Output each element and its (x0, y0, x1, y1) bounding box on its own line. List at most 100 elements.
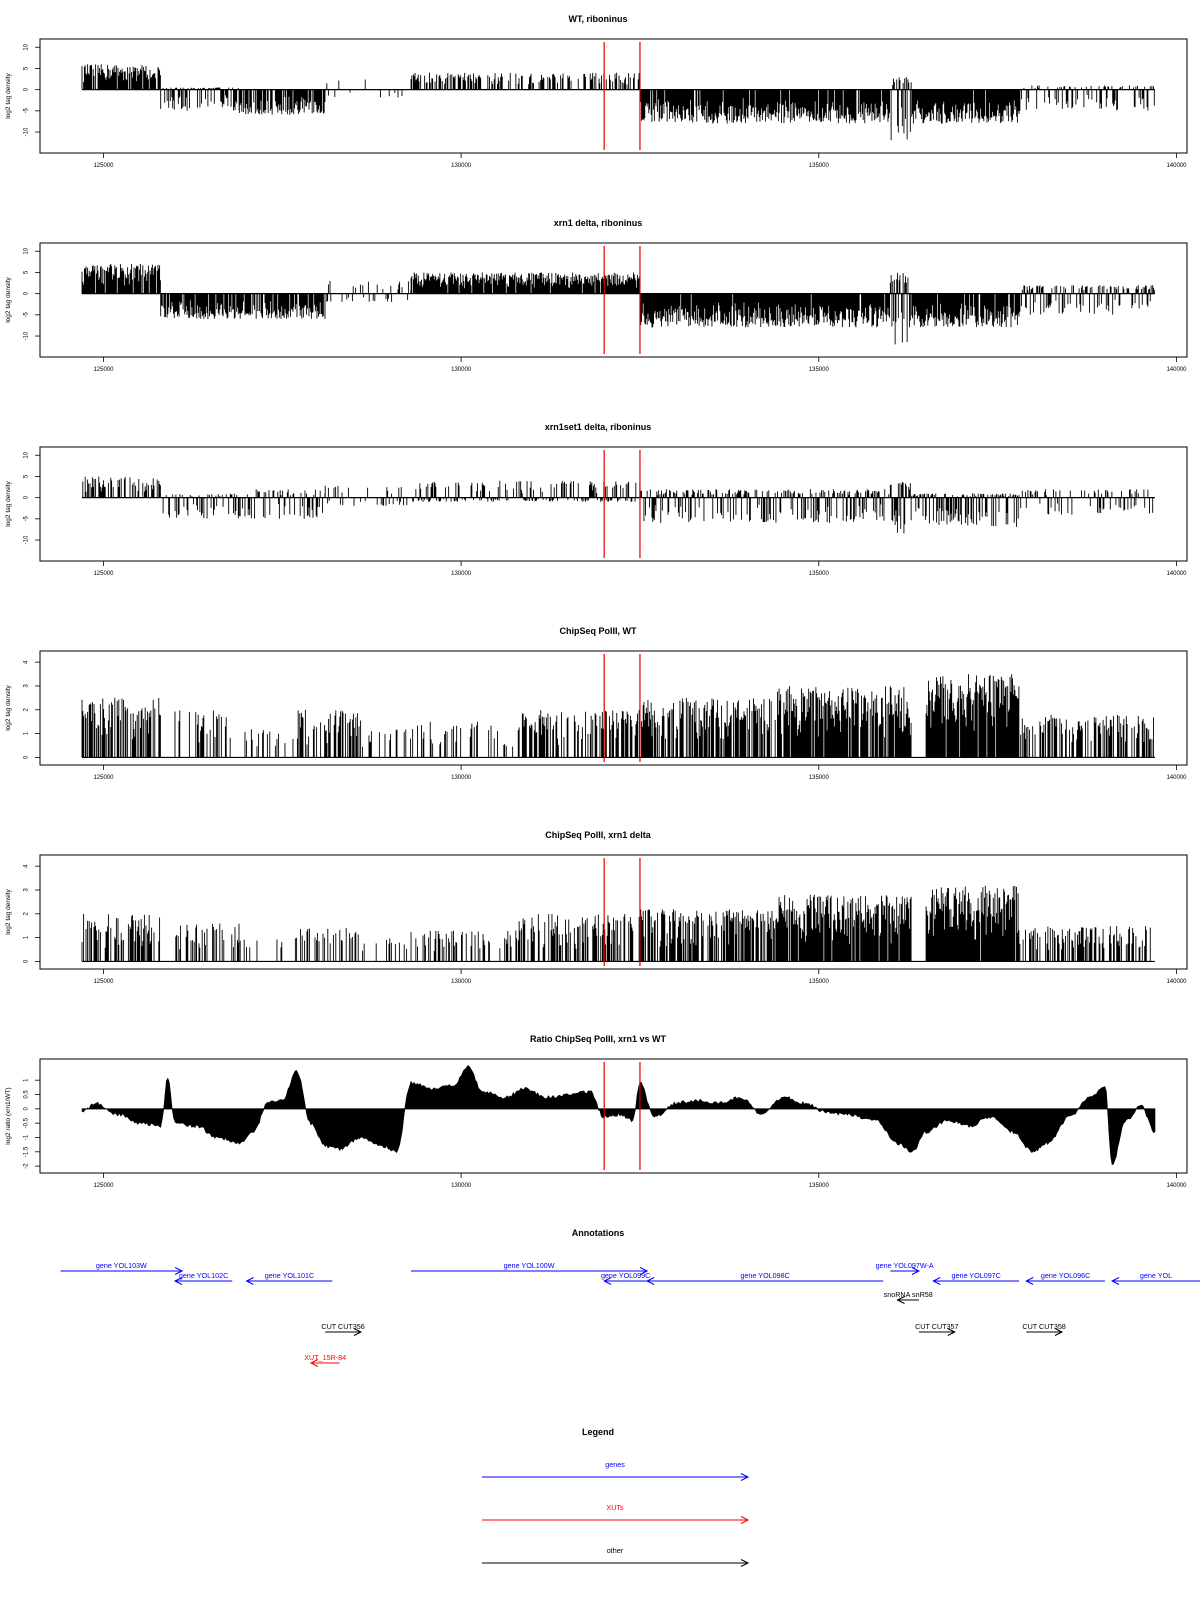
feature-arrowhead (174, 1267, 184, 1275)
y-axis-label: log2 tag density (5, 480, 12, 526)
track-title: WT, riboninus (569, 14, 628, 24)
annotation-feature: gene YOL097C (932, 1271, 1020, 1285)
plot-frame (39, 38, 1188, 154)
y-tick-label: -5 (24, 516, 30, 522)
annotations-panel: Annotations gene YOL103W gene YOL102C gene… (60, 1228, 1200, 1367)
feature-label: gene YOL097W-A (876, 1261, 934, 1270)
y-tick-label: 0 (24, 291, 30, 295)
y-axis-label: log2 ratio (xrn1/WT) (5, 1087, 12, 1144)
x-tick-label: 140000 (1166, 979, 1187, 985)
feature-label: gene YOL100W (504, 1261, 555, 1270)
feature-label: gene YOL096C (1041, 1271, 1090, 1280)
x-tick-label: 140000 (1166, 775, 1187, 781)
feature-arrowhead (896, 1296, 905, 1304)
y-tick-label: 5 (24, 270, 30, 274)
legend-arrowhead (740, 1559, 750, 1567)
x-tick-label: 125000 (93, 571, 114, 577)
signal-series (82, 476, 1155, 534)
annotation-feature: snoRNA snR58 (884, 1290, 933, 1304)
y-tick-label: 0 (24, 495, 30, 499)
y-tick-label: -1.5 (24, 1146, 30, 1157)
x-tick-label: 135000 (809, 775, 830, 781)
y-tick-label: 4 (24, 660, 30, 664)
y-tick-label: 1 (24, 1078, 30, 1082)
x-tick-label: 130000 (451, 979, 472, 985)
track-title: xrn1set1 delta, riboninus (545, 422, 652, 432)
annotation-feature: gene YOL101C (245, 1271, 333, 1285)
feature-arrowhead (173, 1277, 183, 1285)
feature-label: gene YOL103W (96, 1261, 147, 1270)
legend-panel: Legend genes XUTs other (482, 1427, 750, 1567)
x-tick-label: 130000 (451, 367, 472, 373)
y-tick-label: 3 (24, 684, 30, 688)
x-tick-label: 140000 (1166, 163, 1187, 169)
x-tick-label: 135000 (809, 979, 830, 985)
annotation-feature: gene YOL097W-A (876, 1261, 934, 1275)
annotation-feature: gene YOL103W (60, 1261, 184, 1275)
x-tick-label: 125000 (93, 163, 114, 169)
track-panel: WT, riboninus log2 tag density -10 -5 0 5 10 12… (5, 14, 1188, 169)
feature-label: gene YOL099C (601, 1271, 650, 1280)
annotation-feature: gene YOL096C (1025, 1271, 1105, 1285)
density-bars (82, 476, 1154, 534)
y-tick-label: 2 (24, 707, 30, 711)
signal-series (81, 885, 1155, 963)
legend-label: XUTs (606, 1503, 624, 1512)
feature-label: gene YOL098C (740, 1271, 789, 1280)
feature-label: gene YOL102C (179, 1271, 228, 1280)
x-tick-label: 125000 (93, 979, 114, 985)
feature-arrowhead (911, 1267, 921, 1275)
feature-arrowhead (603, 1277, 612, 1285)
annotation-feature: gene YOL102C (173, 1271, 233, 1285)
legend-item: genes (482, 1460, 750, 1481)
feature-arrowhead (1025, 1277, 1034, 1285)
x-tick-label: 130000 (451, 775, 472, 781)
feature-arrowhead (645, 1277, 655, 1285)
feature-arrowhead (245, 1277, 254, 1285)
y-tick-label: 10 (24, 43, 30, 50)
feature-label: CUT CUT357 (915, 1322, 958, 1331)
track-panel: ChipSeq PolII, xrn1 delta log2 tag densit… (5, 830, 1188, 985)
feature-arrowhead (947, 1328, 956, 1336)
x-tick-label: 125000 (93, 367, 114, 373)
y-tick-label: 3 (24, 888, 30, 892)
y-tick-label: 1 (24, 731, 30, 735)
feature-arrowhead (639, 1267, 649, 1275)
annotation-feature: XUT_15R-84 (304, 1353, 346, 1367)
feature-label: gene YOL (1140, 1271, 1172, 1280)
x-tick-label: 135000 (809, 1183, 830, 1189)
track-panel: xrn1set1 delta, riboninus log2 tag densit… (5, 422, 1188, 577)
feature-arrowhead (353, 1328, 363, 1336)
y-tick-label: -2 (24, 1163, 30, 1169)
track-title: ChipSeq PolII, WT (560, 626, 637, 636)
annotation-feature: CUT CUT358 (1022, 1322, 1066, 1336)
y-tick-label: 10 (24, 247, 30, 254)
legend-item: XUTs (482, 1503, 750, 1524)
annotations-title: Annotations (572, 1228, 625, 1238)
signal-series (81, 64, 1155, 141)
y-tick-label: 5 (24, 474, 30, 478)
y-tick-label: 5 (24, 66, 30, 70)
track-title: Ratio ChipSeq PolII, xrn1 vs WT (530, 1034, 667, 1044)
feature-label: CUT CUT358 (1022, 1322, 1065, 1331)
ratio-area (81, 1065, 1156, 1166)
y-tick-label: -5 (24, 312, 30, 318)
y-axis-label: log2 tag density (5, 888, 12, 934)
y-tick-label: 0 (24, 755, 30, 759)
track-panel: xrn1 delta, riboninus log2 tag density -10… (5, 218, 1188, 373)
plot-frame (39, 242, 1188, 358)
feature-label: snoRNA snR58 (884, 1290, 933, 1299)
signal-series (81, 1065, 1156, 1166)
legend-item: other (482, 1546, 750, 1567)
legend-arrowhead (740, 1516, 750, 1524)
feature-label: XUT_15R-84 (304, 1353, 346, 1362)
x-tick-label: 135000 (809, 367, 830, 373)
plot-frame (39, 1058, 1188, 1174)
track-title: xrn1 delta, riboninus (554, 218, 643, 228)
signal-series (81, 674, 1155, 759)
signal-series (81, 264, 1155, 345)
y-axis-label: log2 tag density (5, 684, 12, 730)
feature-label: gene YOL097C (951, 1271, 1000, 1280)
y-tick-label: -10 (24, 535, 30, 544)
